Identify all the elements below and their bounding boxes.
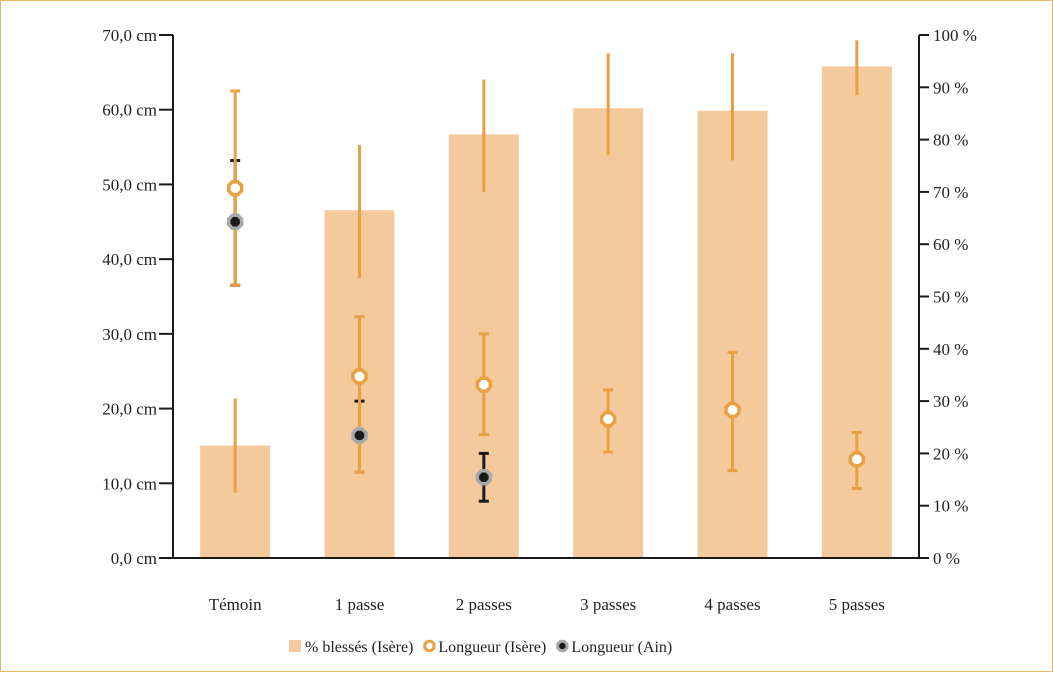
legend-label-ain: Longueur (Ain) [571, 639, 672, 656]
left-tick-label: 50,0 cm [102, 175, 157, 194]
category-label: 4 passes [704, 595, 760, 614]
right-tick-label: 20 % [933, 444, 968, 463]
isere-point-5 [724, 401, 741, 419]
isere-point-6 [848, 451, 866, 468]
right-tick-label: 10 % [933, 497, 968, 516]
isere-point-2 [351, 368, 368, 385]
category-label: 1 passe [335, 595, 385, 614]
bar-4 [573, 108, 644, 558]
left-tick-label: 20,0 cm [102, 400, 157, 419]
left-tick-label: 30,0 cm [102, 325, 157, 344]
left-tick-label: 0,0 cm [111, 549, 157, 568]
category-label: 2 passes [456, 595, 512, 614]
category-label: 3 passes [580, 595, 636, 614]
category-label: Témoin [209, 595, 262, 614]
legend-label-bar: % blessés (Isère) [305, 639, 413, 656]
right-tick-label: 0 % [933, 549, 960, 568]
legend: % blessés (Isère) Longueur (Isère) Longueu… [289, 639, 672, 656]
axes-layer: 0,0 cm 10,0 cm 20,0 cm 30,0 cm 40,0 cm 50,0 c… [102, 26, 977, 614]
legend-swatch-isere [423, 639, 436, 653]
bar-5 [697, 110, 768, 559]
right-tick-label: 60 % [933, 235, 968, 254]
ain-point-2 [351, 427, 368, 444]
ain-point-1 [226, 213, 244, 231]
bar-layer [200, 40, 892, 559]
right-tick-label: 80 % [933, 131, 968, 150]
right-tick-label: 30 % [933, 392, 968, 411]
isere-point-3 [475, 376, 493, 393]
right-tick-label: 40 % [933, 340, 968, 359]
left-tick-label: 60,0 cm [102, 101, 157, 120]
isere-point-1 [226, 179, 244, 197]
left-tick-label: 40,0 cm [102, 250, 157, 269]
legend-label-isere: Longueur (Isère) [438, 639, 546, 656]
right-tick-label: 70 % [933, 183, 968, 202]
isere-point-4 [599, 410, 617, 428]
category-label: 5 passes [829, 595, 885, 614]
left-tick-label: 70,0 cm [102, 26, 157, 45]
left-tick-label: 10,0 cm [102, 474, 157, 493]
point-layer [226, 89, 866, 503]
ain-point-3 [475, 469, 493, 486]
right-tick-label: 90 % [933, 78, 968, 97]
legend-swatch-bar [289, 640, 301, 652]
right-tick-label: 50 % [933, 288, 968, 307]
legend-swatch-ain [556, 639, 569, 653]
right-tick-label: 100 % [933, 26, 977, 45]
